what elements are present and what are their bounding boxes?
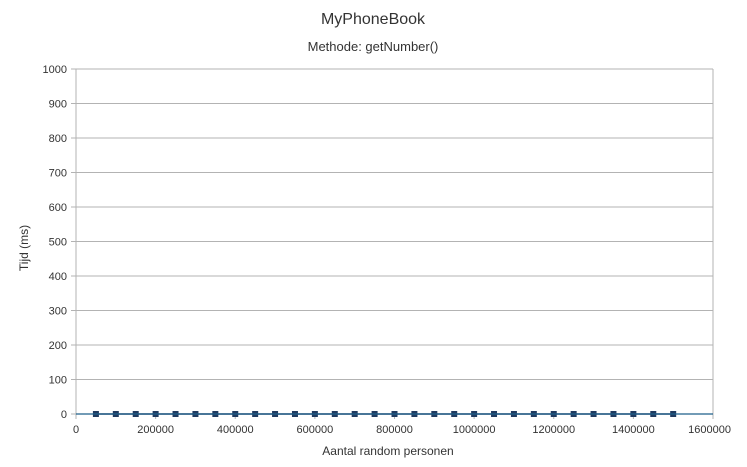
y-tick-label: 300 bbox=[49, 306, 67, 318]
x-tick-label: 200000 bbox=[137, 424, 174, 436]
x-tick-label: 1600000 bbox=[688, 424, 731, 436]
y-tick-label: 500 bbox=[49, 237, 67, 249]
y-axis-label: Tijd (ms) bbox=[17, 225, 31, 271]
x-tick-label: 800000 bbox=[376, 424, 413, 436]
x-tick-label: 0 bbox=[73, 424, 79, 436]
chart-subtitle: Methode: getNumber() bbox=[308, 39, 439, 54]
gridlines bbox=[75, 68, 714, 415]
y-tick-label: 800 bbox=[49, 133, 67, 145]
chart-title: MyPhoneBook bbox=[321, 11, 426, 28]
series-layer bbox=[76, 411, 713, 417]
x-tick-label: 1400000 bbox=[612, 424, 655, 436]
y-tick-label: 200 bbox=[49, 340, 67, 352]
y-tick-label: 900 bbox=[49, 99, 67, 111]
x-tick-label: 600000 bbox=[297, 424, 334, 436]
y-tick-label: 400 bbox=[49, 271, 67, 283]
x-axis-ticks: 0 200000 400000 600000 800000 1000000 1200000 1… bbox=[73, 414, 731, 436]
x-axis-label: Aantal random personen bbox=[322, 444, 453, 458]
y-tick-label: 100 bbox=[49, 375, 67, 387]
y-tick-label: 600 bbox=[49, 202, 67, 214]
x-tick-label: 1000000 bbox=[453, 424, 496, 436]
x-tick-label: 400000 bbox=[217, 424, 254, 436]
y-tick-label: 1000 bbox=[43, 64, 67, 76]
x-tick-label: 1200000 bbox=[532, 424, 575, 436]
y-tick-label: 0 bbox=[61, 409, 67, 421]
y-axis-ticks: 0 100 200 300 400 500 600 700 800 900 1000 bbox=[43, 64, 76, 421]
y-tick-label: 700 bbox=[49, 168, 67, 180]
